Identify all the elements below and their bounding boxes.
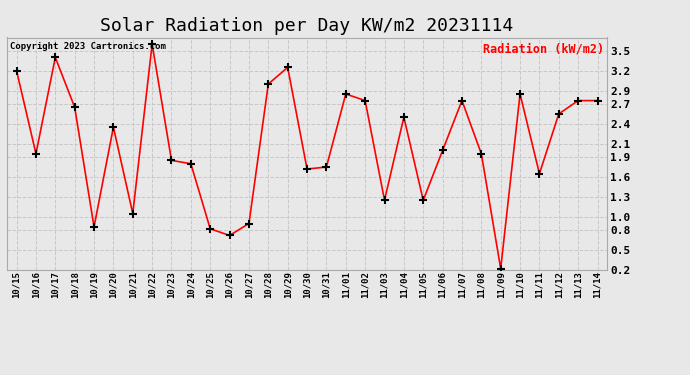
Text: Radiation (kW/m2): Radiation (kW/m2) xyxy=(483,42,604,55)
Text: Copyright 2023 Cartronics.com: Copyright 2023 Cartronics.com xyxy=(10,42,166,51)
Title: Solar Radiation per Day KW/m2 20231114: Solar Radiation per Day KW/m2 20231114 xyxy=(101,16,513,34)
